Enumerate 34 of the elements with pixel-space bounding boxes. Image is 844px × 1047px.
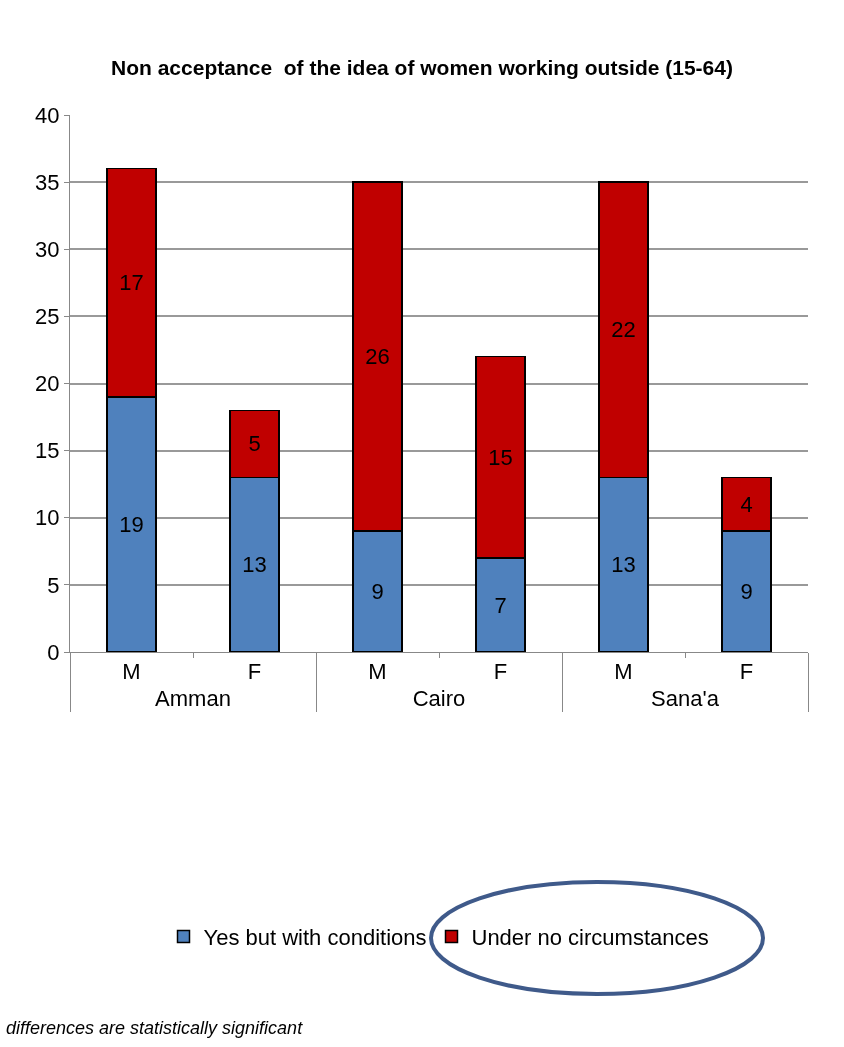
x-tick-label: M [122,659,141,685]
y-tick-label: 0 [47,639,60,665]
legend-label: Under no circumstances [471,924,709,950]
data-label: 13 [611,552,636,578]
data-label: 7 [494,592,507,618]
text: Cairo [412,686,466,712]
data-label: 4 [740,491,753,517]
y-tick-label: 15 [35,438,60,464]
y-tick-label: 30 [35,236,60,262]
data-label: 5 [248,431,261,457]
data-label: 19 [119,511,144,537]
y-tick-label: 20 [35,371,60,397]
data-label: 9 [740,579,753,605]
text: Sana'a [651,686,720,712]
data-label: 22 [611,317,636,343]
y-tick-label: 10 [35,505,60,531]
data-label: 9 [371,579,384,605]
data-label: 17 [119,270,144,296]
text: Amman [155,686,231,712]
data-label: 26 [365,344,390,370]
x-tick-label: M [614,659,633,685]
chart-title: Non acceptance of the idea of women working outside (15-64) [111,56,733,80]
legend-label: Yes but with conditions [203,924,427,950]
text: differences are statistically significant [6,1018,304,1038]
data-label: 15 [488,444,513,470]
y-tick-label: 25 [35,304,60,330]
x-tick-label: F [493,659,508,685]
data-label: 13 [242,552,267,578]
y-tick-label: 40 [35,102,60,128]
y-tick-label: 35 [35,169,60,195]
x-tick-label: F [247,659,262,685]
x-tick-label: M [368,659,387,685]
x-tick-label: F [739,659,754,685]
y-tick-label: 5 [47,572,60,598]
